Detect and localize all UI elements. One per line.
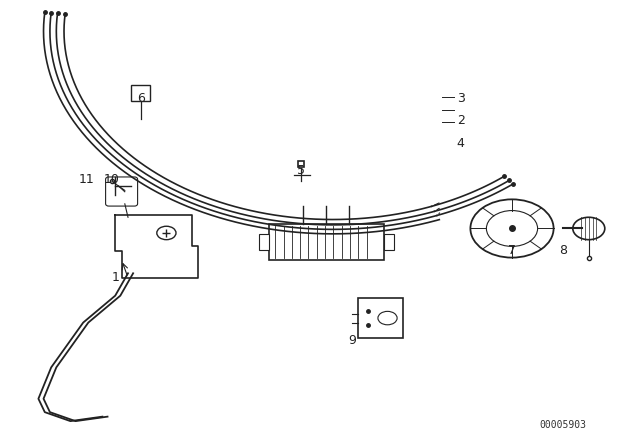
- Bar: [269, 224, 384, 260]
- Text: 00005903: 00005903: [540, 420, 587, 430]
- Bar: [131, 85, 150, 101]
- Text: 8: 8: [559, 244, 567, 258]
- Text: 10: 10: [104, 172, 120, 186]
- Text: 9: 9: [348, 334, 356, 347]
- Text: 7: 7: [508, 244, 516, 258]
- Bar: [358, 298, 403, 338]
- Text: 6: 6: [137, 92, 145, 105]
- Bar: [259, 234, 269, 250]
- Text: 11: 11: [79, 172, 94, 186]
- Text: 5: 5: [297, 164, 305, 177]
- Bar: [384, 234, 394, 250]
- Text: 4: 4: [457, 137, 465, 150]
- Text: 2: 2: [457, 114, 465, 128]
- Text: 1: 1: [111, 271, 119, 284]
- Text: 3: 3: [457, 92, 465, 105]
- FancyBboxPatch shape: [106, 177, 138, 206]
